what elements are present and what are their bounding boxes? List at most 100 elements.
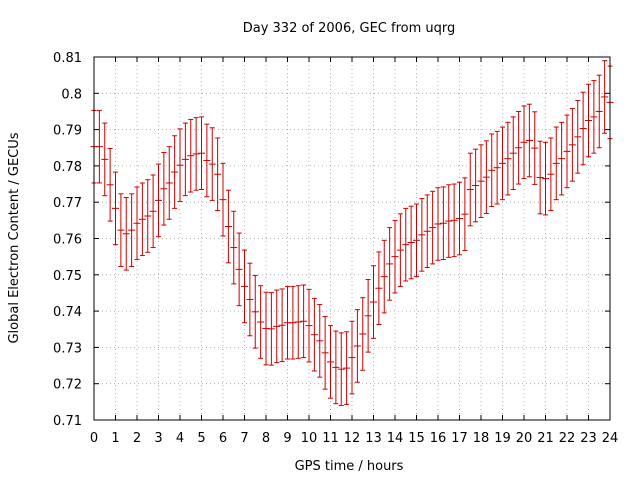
x-tick-label: 7 [240,431,248,446]
x-tick-label: 15 [408,431,425,446]
error-bar-point [117,193,125,267]
error-bar-point [472,148,480,223]
error-bar-point [558,121,566,196]
error-bar-point [445,184,453,258]
error-bar-point [230,210,238,285]
error-bar-point [171,135,179,209]
error-bar-point [165,146,173,220]
y-tick-label: 0.77 [53,196,82,211]
error-bar-point [106,147,114,222]
x-tick-label: 3 [154,431,162,446]
x-tick-label: 11 [322,431,339,446]
error-bar-point [359,297,367,371]
x-tick-label: 20 [516,431,533,446]
error-bar-point [305,288,313,363]
x-tick-label: 4 [176,431,184,446]
error-bar-point [536,140,544,215]
error-bar-point [450,183,458,258]
x-tick-label: 16 [430,431,447,446]
error-bar-point [257,285,265,359]
y-tick-label: 0.8 [61,87,82,102]
error-bar-point [273,289,281,364]
x-tick-label: 5 [197,431,205,446]
y-tick-label: 0.75 [53,269,82,284]
error-bar-point [493,130,501,205]
error-bar-point [391,219,399,294]
error-bar-point [461,177,469,251]
x-tick-label: 9 [283,431,291,446]
error-bar-point [332,330,340,405]
error-bar-point [95,109,103,184]
error-bar-point [144,179,152,253]
error-bar-point [579,91,587,166]
error-bar-point [241,249,248,324]
error-bar-point [246,262,254,337]
x-tick-label: 12 [344,431,361,446]
error-bar-point [294,285,302,359]
error-bar-point [203,123,211,198]
data-series [90,60,614,406]
error-bar-point [251,275,259,349]
error-bar-point [267,292,275,366]
error-bar-point [509,116,517,190]
error-bar-point [595,74,603,149]
error-bar-point [488,133,496,208]
error-bar-point [439,186,447,261]
error-bar-point [386,227,394,301]
x-tick-label: 17 [451,431,468,446]
error-bar-point [316,304,324,378]
error-bar-point [101,122,109,197]
error-bar-point [235,232,243,307]
x-tick-label: 0 [90,431,98,446]
error-bar-point [547,137,555,212]
y-tick-label: 0.81 [53,51,82,66]
error-bar-point [375,251,383,326]
error-bar-point [128,193,136,267]
error-bar-point [504,121,512,196]
grid [94,57,610,420]
error-bar-point [434,187,442,261]
x-tick-label: 10 [301,431,318,446]
error-bar-point [337,332,345,406]
x-tick-label: 8 [262,431,270,446]
error-bar-point [525,103,533,178]
error-bar-point [224,189,232,264]
error-bar-point [380,239,388,314]
error-bar-point [149,174,157,249]
error-bar-point [402,207,410,282]
y-tick-label: 0.73 [53,341,82,356]
x-tick-label: 19 [494,431,511,446]
y-axis-label: Global Electron Content / GECUs [7,132,22,343]
error-bar-point [192,117,200,191]
error-bar-point [181,122,189,197]
error-bar-point [574,100,582,174]
y-tick-label: 0.76 [53,233,82,248]
x-tick-label: 6 [219,431,227,446]
y-tick-label: 0.79 [53,124,82,139]
error-bar-point [423,194,431,269]
x-tick-label: 23 [580,431,597,446]
x-tick-label: 1 [111,431,119,446]
error-bar-point [214,137,222,212]
error-bar-point [284,285,291,360]
y-tick-label: 0.72 [53,378,82,393]
error-bar-point [219,162,227,237]
error-bar-point [568,108,576,182]
error-bar-point [138,182,146,257]
error-bar-point [187,118,195,193]
error-bar-point [418,198,426,272]
error-bar-point [396,213,404,287]
y-tick-label: 0.78 [53,160,82,175]
error-bar-point [327,325,334,399]
error-bar-point [278,288,286,363]
error-bar-point [499,126,506,201]
x-tick-label: 13 [365,431,382,446]
error-bar-point [413,203,420,278]
error-bar-point [456,181,463,256]
error-bar-point [563,114,571,189]
error-bar-point [477,144,485,218]
error-bar-point [208,127,216,201]
error-bar-point [112,171,119,246]
